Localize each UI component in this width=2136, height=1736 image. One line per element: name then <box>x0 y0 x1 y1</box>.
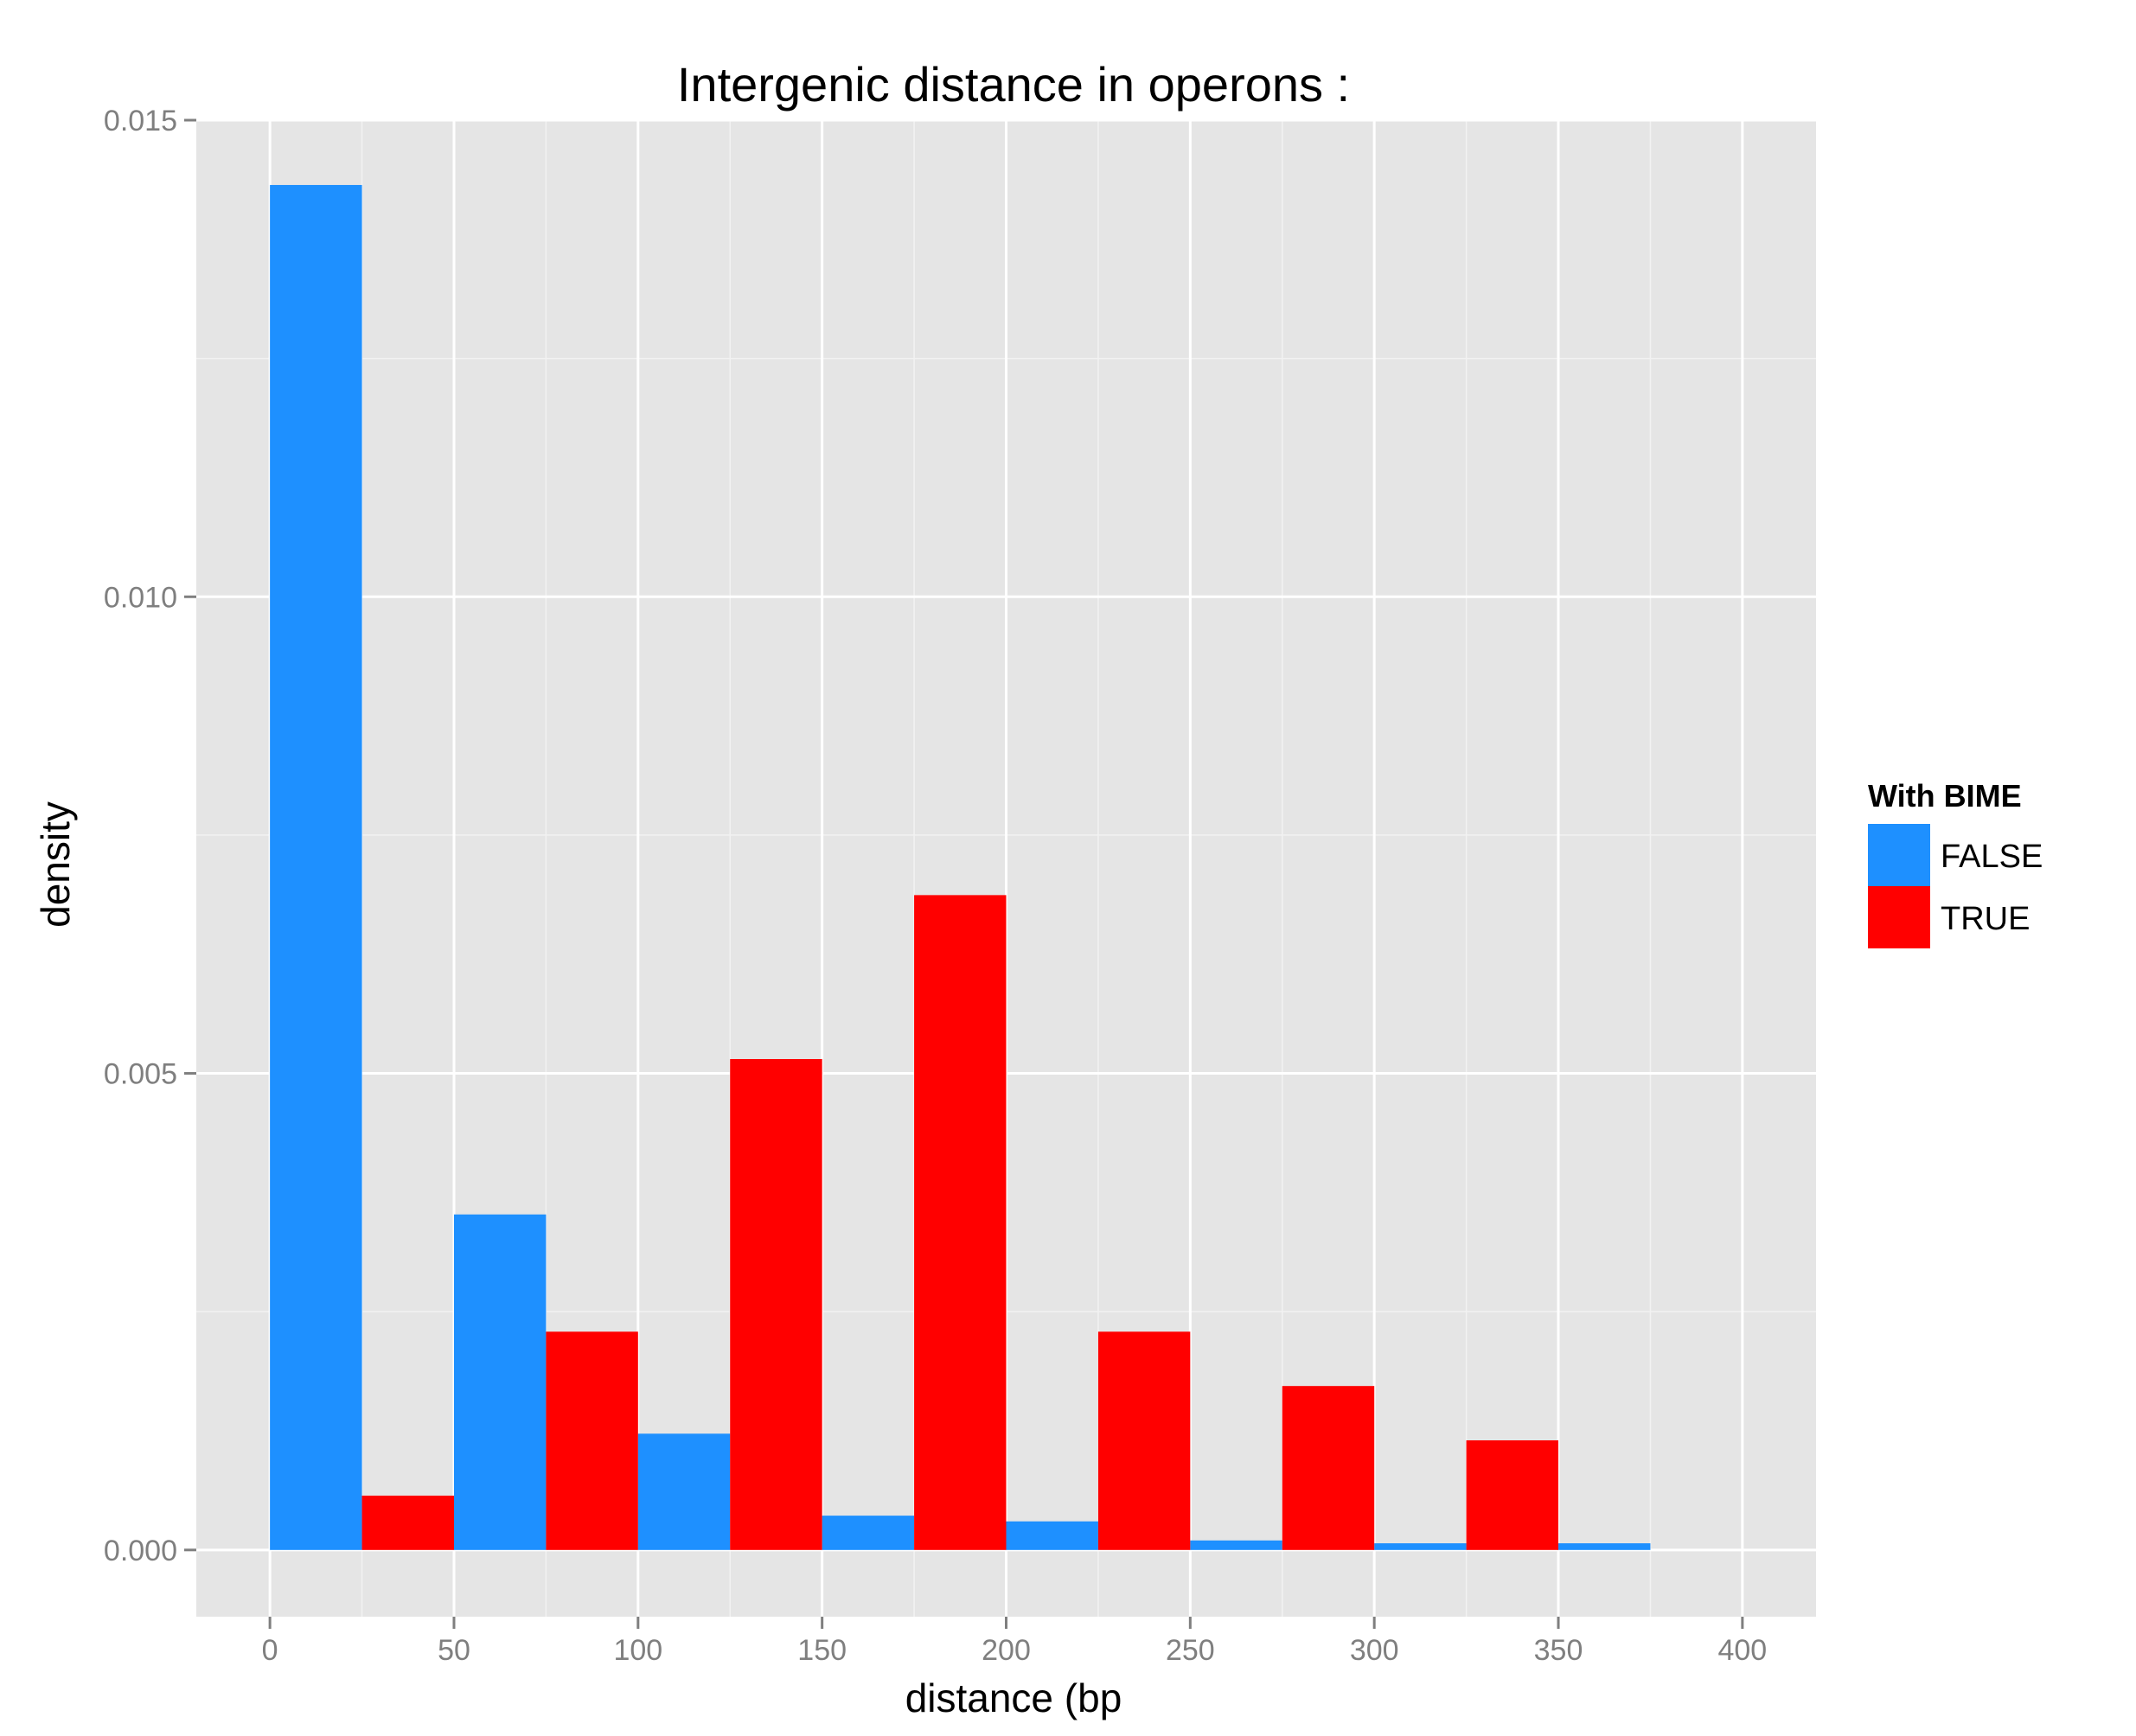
bar-true-175 <box>914 895 1007 1550</box>
bar-false-100 <box>637 1433 731 1550</box>
x-tick-label: 300 <box>1350 1634 1399 1667</box>
y-tick-label: 0.010 <box>104 581 177 614</box>
y-tick-label: 0.000 <box>104 1535 177 1567</box>
x-tick-label: 150 <box>797 1634 847 1667</box>
x-tick-label: 250 <box>1166 1634 1215 1667</box>
x-tick-label: 0 <box>262 1634 278 1667</box>
y-tick-label: 0.015 <box>104 105 177 137</box>
bar-false-300 <box>1374 1543 1467 1550</box>
bar-true-75 <box>546 1331 638 1550</box>
x-axis: 0 50 100 150 200 250 300 350 400 <box>262 1617 1767 1667</box>
legend-title: With BIME <box>1868 778 2022 814</box>
bar-false-0 <box>270 184 362 1550</box>
bar-true-325 <box>1466 1440 1559 1550</box>
bar-false-250 <box>1190 1540 1282 1550</box>
bar-false-350 <box>1558 1543 1651 1550</box>
histogram-bars <box>270 184 1651 1550</box>
x-tick-label: 400 <box>1717 1634 1767 1667</box>
bar-true-225 <box>1097 1331 1191 1550</box>
legend-label-false: FALSE <box>1941 839 2043 875</box>
legend-label-true: TRUE <box>1941 901 2030 937</box>
bar-false-200 <box>1006 1521 1098 1550</box>
bar-true-25 <box>361 1495 454 1550</box>
x-tick-label: 200 <box>982 1634 1031 1667</box>
legend-key-true <box>1868 886 1930 948</box>
x-tick-label: 100 <box>613 1634 662 1667</box>
x-tick-label: 50 <box>438 1634 470 1667</box>
bar-true-275 <box>1282 1386 1375 1550</box>
y-axis: 0.000 0.005 0.010 0.015 <box>104 105 196 1567</box>
bar-false-150 <box>822 1516 915 1550</box>
bar-false-50 <box>453 1214 547 1550</box>
legend: With BIME FALSE TRUE <box>1868 778 2043 948</box>
y-tick-label: 0.005 <box>104 1058 177 1091</box>
x-axis-title: distance (bp <box>905 1675 1122 1720</box>
x-tick-label: 350 <box>1534 1634 1583 1667</box>
legend-key-false <box>1868 824 1930 886</box>
chart-title: Intergenic distance in operons : <box>677 57 1350 112</box>
y-axis-title: density <box>33 801 78 928</box>
bar-true-125 <box>730 1059 822 1550</box>
